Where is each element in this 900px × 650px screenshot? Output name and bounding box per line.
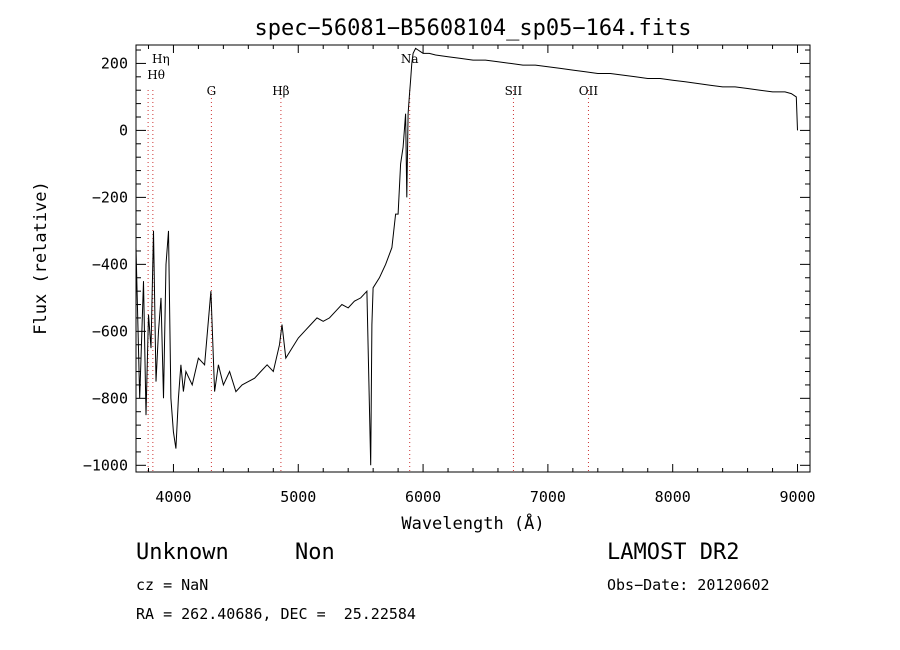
y-tick-label: −800 (92, 389, 128, 407)
ra-dec-coordinates: RA = 262.40686, DEC = 25.22584 (136, 605, 416, 623)
object-subclass: Non (295, 540, 335, 565)
x-axis-ticks: 4000 5000 6000 7000 8000 9000 (147, 45, 816, 506)
x-tick-label: 8000 (655, 488, 691, 506)
redshift-cz: cz = NaN (136, 576, 209, 594)
line-marker-label: Hβ (272, 84, 289, 98)
line-marker-label: Na (401, 52, 419, 66)
y-tick-label: −600 (92, 322, 128, 340)
line-marker-label: OII (579, 84, 599, 98)
object-class: Unknown (136, 540, 229, 565)
survey-name: LAMOST DR2 (607, 540, 740, 565)
line-marker-label: Hη (152, 52, 170, 66)
y-axis-label: Flux (relative) (31, 181, 51, 335)
x-tick-label: 9000 (779, 488, 815, 506)
y-axis-ticks: −1000 −800 −600 −400 −200 0 200 (83, 49, 810, 474)
y-tick-label: −200 (92, 188, 128, 206)
line-marker-label: SII (505, 84, 523, 98)
y-tick-label: −1000 (83, 456, 128, 474)
x-tick-label: 7000 (530, 488, 566, 506)
observation-date: Obs−Date: 20120602 (607, 576, 770, 594)
y-tick-label: −400 (92, 255, 128, 273)
y-tick-label: 0 (119, 121, 128, 139)
y-tick-label: 200 (101, 54, 128, 72)
line-markers: Hη Hθ G Hβ Na SII OII (147, 52, 598, 472)
chart-title: spec−56081−B5608104_sp05−164.fits (254, 16, 691, 41)
spectrum-line (135, 47, 798, 466)
plot-frame (135, 44, 811, 473)
x-tick-label: 6000 (405, 488, 441, 506)
x-axis-label: Wavelength (Å) (401, 512, 544, 534)
line-marker-label: Hθ (147, 68, 165, 82)
x-tick-label: 5000 (280, 488, 316, 506)
line-marker-label: G (207, 84, 217, 98)
x-tick-label: 4000 (155, 488, 191, 506)
